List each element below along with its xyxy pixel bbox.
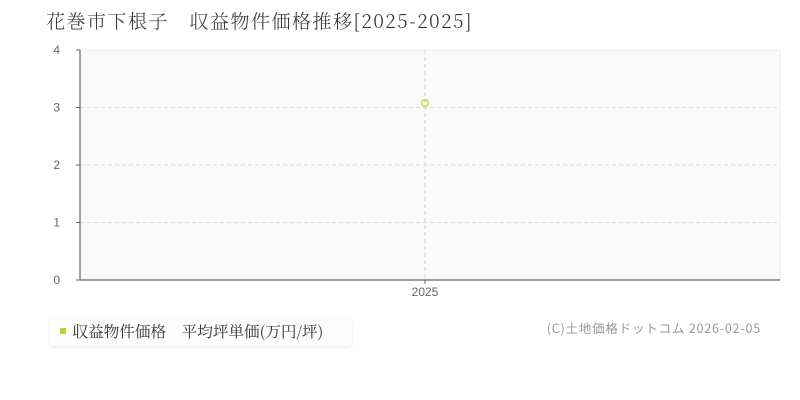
- svg-text:1: 1: [53, 216, 60, 230]
- svg-text:4: 4: [53, 43, 60, 57]
- svg-text:2025: 2025: [412, 285, 439, 299]
- svg-text:3: 3: [53, 101, 60, 115]
- svg-text:0: 0: [53, 273, 60, 287]
- svg-text:2: 2: [53, 158, 60, 172]
